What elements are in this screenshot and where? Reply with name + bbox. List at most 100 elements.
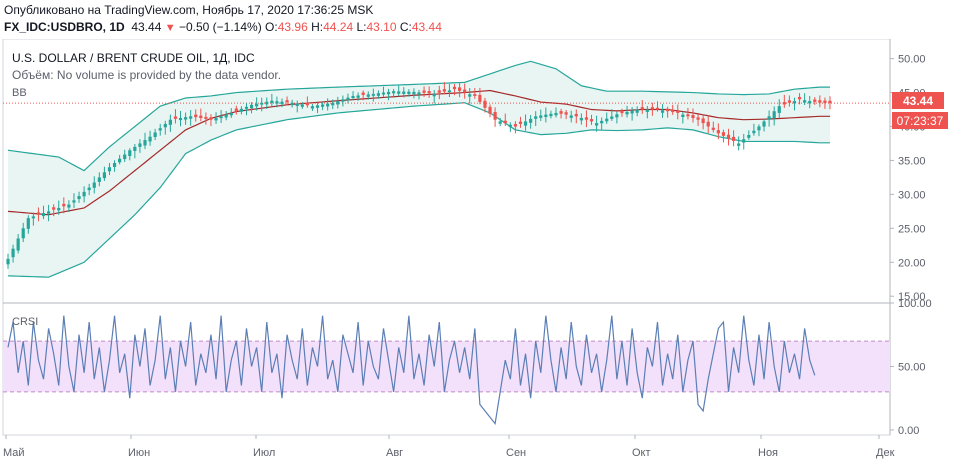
- candle-up: [803, 100, 807, 103]
- candle-up: [808, 101, 812, 104]
- candle-up: [31, 216, 35, 219]
- candle-up: [249, 104, 254, 109]
- candle-up: [300, 104, 304, 107]
- candle-down: [676, 110, 680, 113]
- candle-up: [128, 150, 132, 156]
- candle-up: [645, 109, 649, 112]
- candle-up: [549, 113, 553, 117]
- candle-up: [41, 213, 46, 217]
- candle-up: [366, 94, 370, 97]
- candle-up: [777, 106, 781, 113]
- candle-down: [726, 134, 731, 139]
- candle-up: [77, 196, 81, 200]
- timer-badge-bg: [892, 112, 948, 129]
- candle-up: [341, 99, 345, 102]
- candle-up: [72, 200, 76, 203]
- candle-up: [244, 106, 249, 109]
- candle-up: [168, 119, 172, 125]
- candle-up: [92, 182, 96, 188]
- candle-down: [463, 89, 467, 93]
- candle-up: [539, 115, 543, 118]
- candle-up: [615, 114, 619, 118]
- candle-down: [285, 100, 289, 103]
- candle-up: [26, 218, 30, 229]
- candle-up: [767, 116, 771, 120]
- candle-down: [361, 92, 365, 95]
- ohlc-header: FX_IDC:USDBRO, 1D 43.44 ▼ −0.50 (−1.14%)…: [4, 19, 442, 36]
- close-label: C:: [399, 20, 412, 34]
- candle-up: [762, 121, 766, 127]
- candle-down: [828, 100, 832, 104]
- candle-up: [315, 105, 320, 108]
- close-value: 43.44: [411, 20, 442, 34]
- time-tick-label: Дек: [876, 447, 895, 459]
- candle-up: [594, 123, 599, 126]
- candle-up: [660, 110, 665, 113]
- candle-up: [320, 104, 325, 107]
- published-line: Опубликовано на TradingView.com, Ноябрь …: [4, 3, 374, 17]
- candle-down: [716, 130, 720, 134]
- candle-down: [686, 114, 690, 117]
- bb-fill: [8, 61, 830, 278]
- candle-up: [605, 118, 609, 122]
- candle-down: [427, 91, 431, 94]
- chart-svg[interactable]: 50.0045.0040.0035.0030.0025.0020.0015.00…: [0, 38, 962, 471]
- candle-up: [534, 116, 538, 119]
- candle-up: [67, 204, 71, 208]
- candle-down: [52, 207, 56, 210]
- candle-down: [666, 108, 670, 112]
- candle-up: [508, 124, 512, 128]
- candle-up: [118, 158, 122, 163]
- candle-up: [579, 118, 583, 121]
- price-change: −0.50 (−1.14%): [178, 20, 262, 34]
- candle-up: [432, 93, 436, 97]
- candle-up: [178, 118, 183, 121]
- candle-up: [57, 207, 61, 211]
- candle-down: [422, 90, 426, 93]
- crsi-legend[interactable]: CRSI: [12, 316, 38, 328]
- candle-down: [194, 114, 198, 118]
- bb-legend[interactable]: BB: [12, 87, 27, 99]
- candle-up: [498, 121, 502, 124]
- candle-down: [696, 117, 700, 120]
- time-tick-label: Июн: [128, 447, 150, 459]
- low-value: 43.10: [366, 20, 397, 34]
- candle-up: [331, 102, 335, 106]
- candle-down: [209, 117, 213, 120]
- candle-up: [214, 118, 218, 121]
- candle-up: [158, 128, 162, 131]
- candle-up: [275, 101, 279, 104]
- candle-up: [295, 103, 299, 106]
- candle-up: [752, 130, 756, 134]
- candle-up: [523, 121, 528, 126]
- candle-down: [305, 102, 309, 106]
- candle-up: [163, 123, 167, 128]
- candle-up: [397, 91, 401, 94]
- price-badge: 43.44: [903, 94, 933, 108]
- candle-down: [813, 99, 817, 102]
- low-label: L:: [356, 20, 367, 34]
- candle-up: [544, 114, 548, 117]
- candle-down: [564, 112, 568, 115]
- candle-up: [326, 103, 330, 107]
- candle-up: [600, 120, 604, 124]
- candle-up: [351, 95, 355, 99]
- candle-up: [376, 93, 381, 96]
- candle-up: [757, 126, 761, 131]
- osc-tick-label: 50.00: [898, 361, 926, 373]
- candle-up: [82, 191, 86, 197]
- candle-down: [442, 89, 446, 92]
- candle-down: [782, 102, 786, 105]
- chart-container[interactable]: 50.0045.0040.0035.0030.0025.0020.0015.00…: [0, 38, 962, 471]
- candle-down: [655, 107, 660, 110]
- candle-up: [737, 143, 741, 146]
- candle-down: [701, 118, 705, 124]
- open-value: 43.96: [277, 20, 308, 34]
- candle-up: [107, 167, 112, 172]
- candle-down: [518, 121, 523, 124]
- candle-up: [123, 154, 127, 160]
- candle-up: [792, 101, 797, 104]
- candle-up: [153, 132, 157, 138]
- candle-up: [625, 111, 629, 115]
- candle-up: [16, 238, 20, 251]
